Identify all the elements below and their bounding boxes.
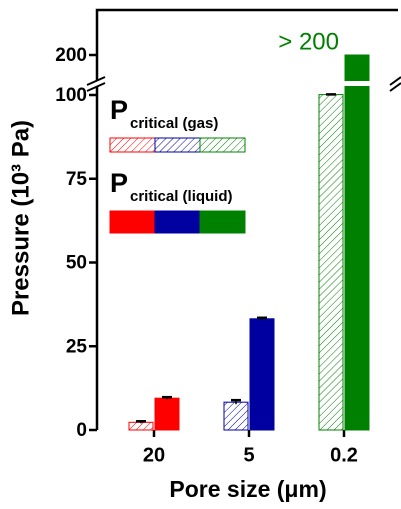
y-tick-label: 0 bbox=[76, 420, 87, 441]
y-tick-label: 100 bbox=[55, 85, 87, 106]
value-label: > 200 bbox=[278, 28, 339, 55]
x-tick-label: 5 bbox=[243, 444, 254, 466]
axis-frame bbox=[95, 8, 398, 430]
legend-swatch bbox=[154, 210, 201, 234]
y-tick-label: 25 bbox=[66, 336, 88, 357]
legend-symbol: P bbox=[110, 168, 128, 198]
axis-break-gap bbox=[392, 80, 401, 86]
y-tick-label: 200 bbox=[55, 45, 87, 66]
legend-swatch bbox=[109, 210, 156, 234]
legend-swatch bbox=[109, 137, 156, 153]
axis-break-mark bbox=[389, 76, 401, 86]
bar-break-gap bbox=[344, 81, 370, 86]
axis-break-mark bbox=[389, 82, 401, 92]
bar bbox=[223, 401, 249, 431]
legend-swatch bbox=[199, 210, 246, 234]
legend-symbol: P bbox=[110, 95, 128, 125]
legend-swatch bbox=[154, 137, 201, 153]
x-axis-label: Pore size (μm) bbox=[169, 476, 326, 502]
axis-break-gap bbox=[89, 80, 103, 86]
y-tick-label: 50 bbox=[66, 253, 87, 274]
bar bbox=[154, 397, 180, 431]
axis-break-mark bbox=[86, 76, 106, 86]
bar bbox=[249, 318, 275, 431]
legend-subscript: critical (gas) bbox=[130, 115, 218, 132]
bar bbox=[344, 54, 370, 431]
x-tick-label: 20 bbox=[143, 444, 165, 466]
y-tick-label: 75 bbox=[66, 169, 88, 190]
bar-break-gap bbox=[318, 81, 344, 86]
legend-swatch bbox=[199, 137, 246, 153]
x-tick-label: 0.2 bbox=[330, 444, 358, 466]
legend-subscript: critical (liquid) bbox=[130, 188, 233, 205]
bar bbox=[128, 421, 154, 431]
bar bbox=[318, 94, 344, 431]
y-axis-label: Pressure (10³ Pa) bbox=[7, 120, 34, 316]
axis-break-mark bbox=[86, 82, 106, 92]
